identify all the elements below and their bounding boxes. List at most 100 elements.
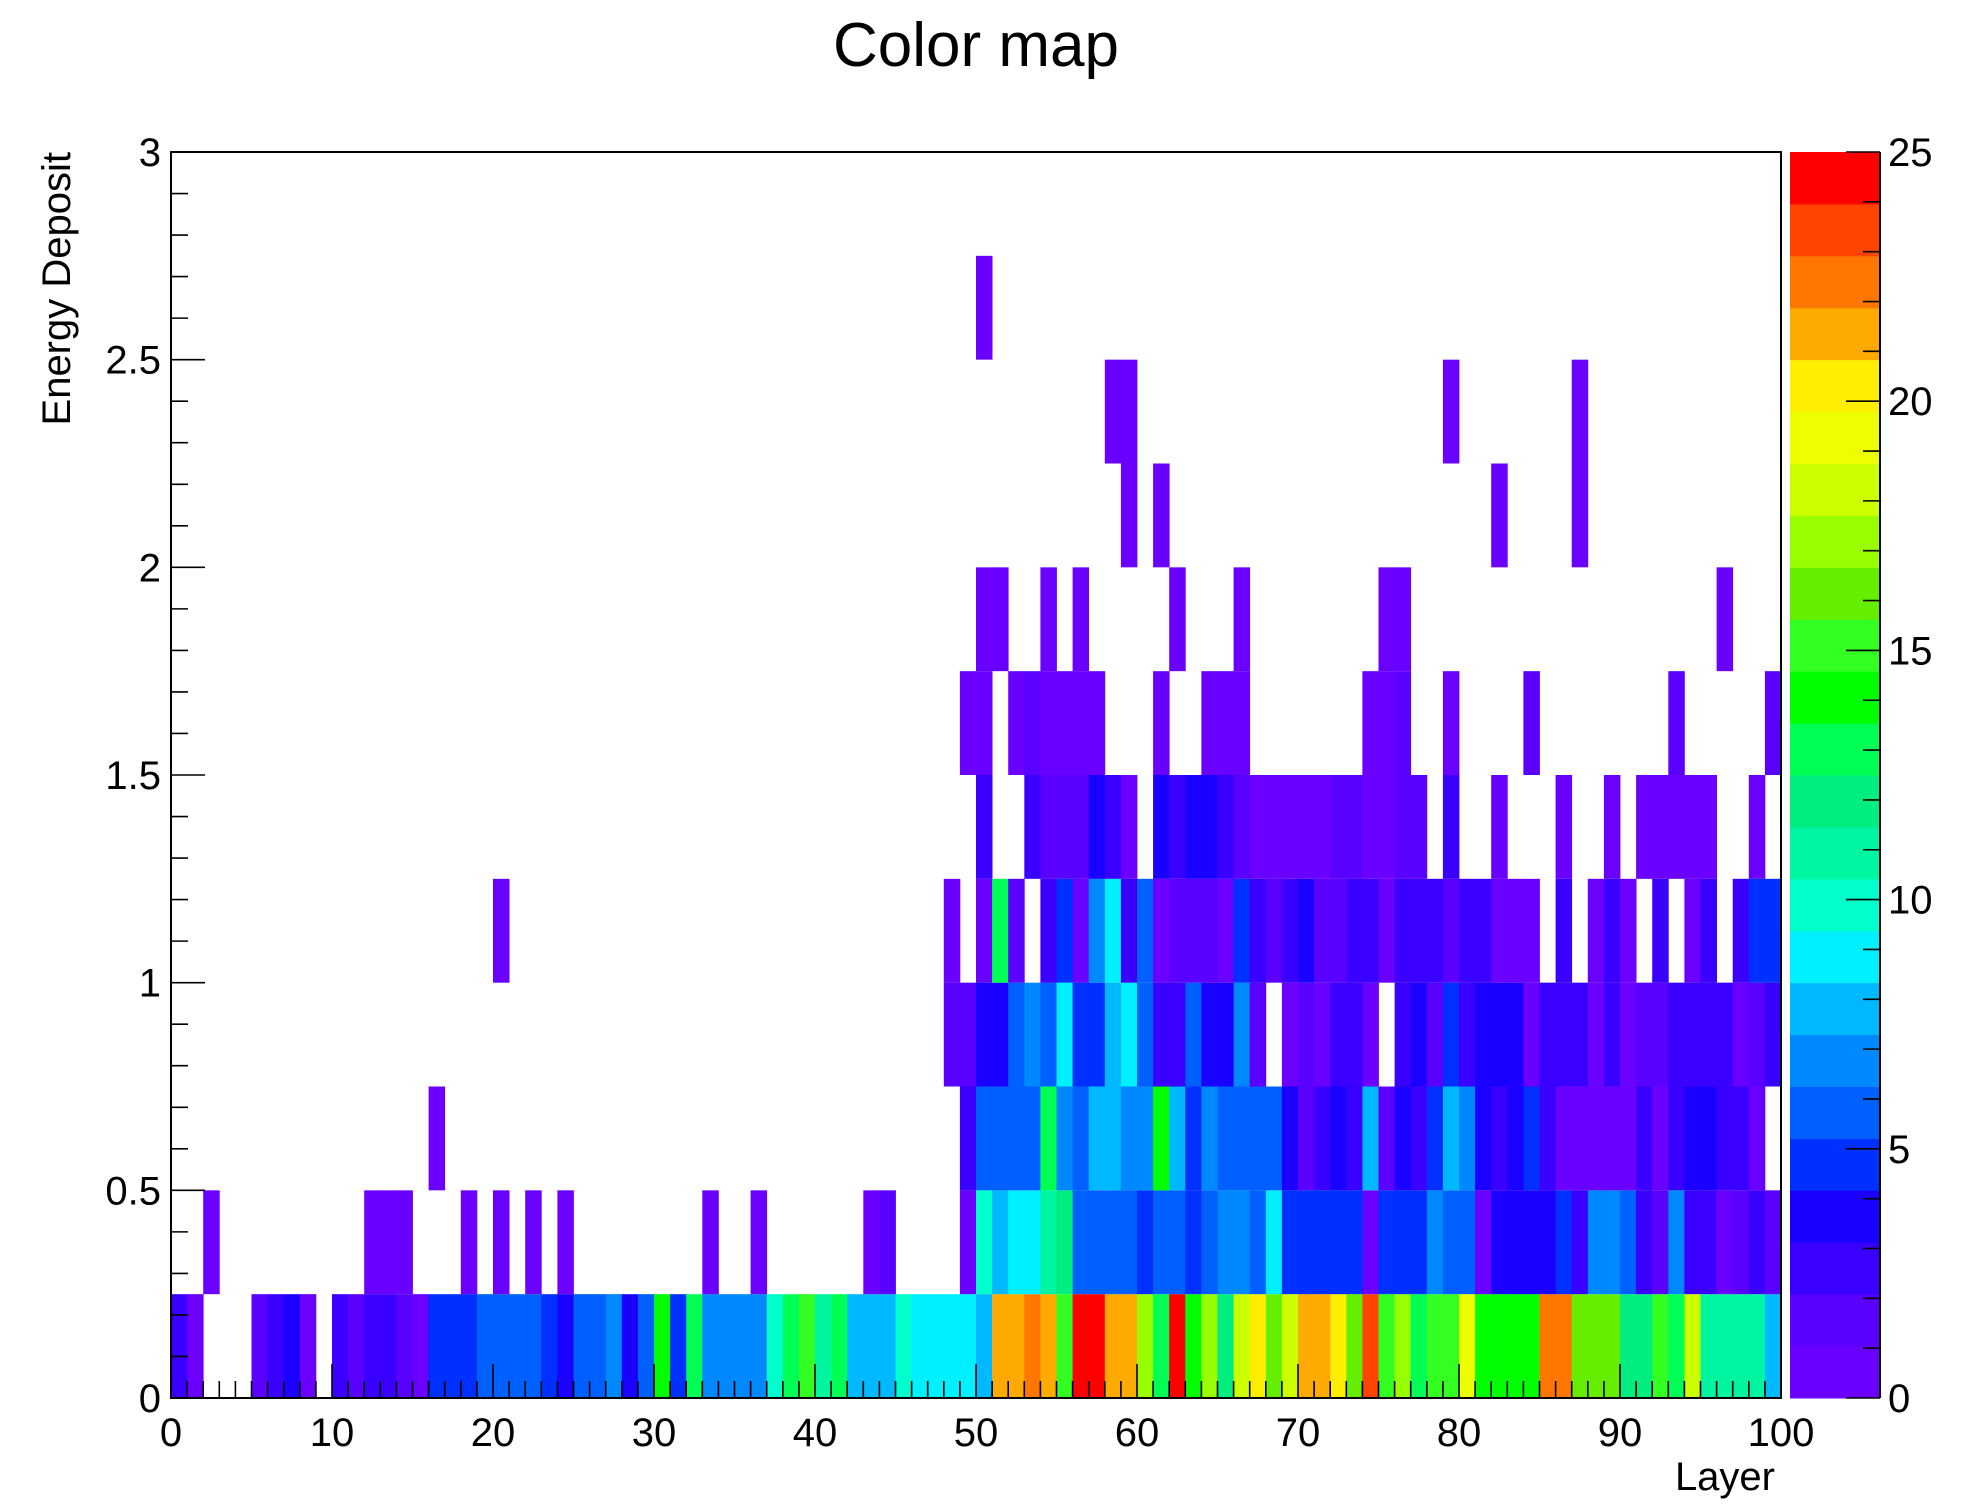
heatmap-cell [1249,1190,1267,1295]
heatmap-cell [1620,878,1637,983]
heatmap-cell [1233,878,1251,983]
heatmap-cell [1523,878,1540,983]
heatmap-cell [1040,1190,1057,1295]
heatmap-cell [1764,1190,1782,1295]
heatmap-cell [1571,359,1589,464]
heatmap-cell [1668,775,1685,879]
heatmap-cell [1459,1190,1476,1295]
heatmap-cell [1507,878,1524,983]
heatmap-cell [1378,1086,1395,1191]
heatmap-cell [1442,1086,1460,1191]
y-tick-label: 0.5 [105,1169,161,1213]
heatmap-cell [1265,775,1283,879]
heatmap-cell [1185,1190,1202,1295]
heatmap-cell [1571,1086,1589,1191]
heatmap-cell [1008,1190,1025,1295]
heatmap-cell [203,1190,220,1295]
heatmap-cell [750,1190,768,1295]
heatmap-cell [1716,1190,1734,1295]
heatmap-cell [1185,878,1202,983]
heatmap-cell [476,1294,494,1398]
x-tick-label: 50 [954,1411,999,1455]
z-tick-label: 10 [1888,879,1933,923]
heatmap-cell [364,1190,381,1295]
heatmap-cell [1072,878,1090,983]
heatmap-cell [992,567,1009,672]
heatmap-cell [493,1190,510,1295]
heatmap-cell [1104,982,1122,1087]
heatmap-cell [1555,1294,1573,1398]
heatmap-cell [1201,775,1218,879]
x-tick-label: 10 [310,1411,355,1455]
x-tick-label: 0 [160,1411,182,1455]
heatmap-cell [1491,1190,1508,1295]
color-scale-segment [1790,982,1880,1036]
heatmap-cell [1217,1086,1234,1191]
heatmap-cell [1072,982,1090,1087]
heatmap-cell [1298,982,1315,1087]
heatmap-cell [605,1294,623,1398]
heatmap-cell [1394,878,1412,983]
y-axis: 0 0.5 1 1.5 2 2.5 3 [105,131,205,1421]
heatmap-cell [171,1294,188,1398]
heatmap-cell [1120,359,1138,464]
heatmap-cell [1314,1294,1331,1398]
heatmap-cell [1024,775,1041,879]
heatmap-cell [1410,1190,1428,1295]
heatmap-cell [1426,1294,1444,1398]
heatmap-cell [1056,775,1073,879]
heatmap-cell [1040,775,1057,879]
z-tick-label: 5 [1888,1128,1910,1172]
heatmap-cell [959,1086,977,1191]
heatmap-cell [1153,1190,1170,1295]
heatmap-cell [1475,982,1492,1087]
heatmap-cell [1298,1294,1315,1398]
heatmap-cell [1378,878,1395,983]
heatmap-cell [1507,1294,1524,1398]
heatmap-cell [1475,1086,1492,1191]
heatmap-cell [1137,1294,1154,1398]
heatmap-cell [1040,878,1057,983]
heatmap-cell [1137,1086,1154,1191]
heatmap-cell [493,1294,510,1398]
heatmap-cell [187,1294,204,1398]
heatmap-cell [1410,775,1428,879]
heatmap-cell [1008,671,1025,775]
heatmap-cell [1072,1294,1090,1398]
heatmap-cell [460,1294,478,1398]
heatmap-cell [525,1294,542,1398]
heatmap-cell [1362,878,1379,983]
heatmap-cell [1088,775,1106,879]
heatmap-cell [1201,1190,1218,1295]
heatmap-cell [1346,775,1363,879]
heatmap-cell [1603,982,1621,1087]
x-tick-label: 80 [1437,1411,1482,1455]
heatmap-cell [1507,1190,1524,1295]
heatmap-cell [927,1294,945,1398]
heatmap-cell [1330,775,1347,879]
heatmap-cell [1668,671,1685,775]
heatmap-cell [1120,1086,1138,1191]
heatmap-cell [637,1294,655,1398]
heatmap-cell [976,567,993,672]
heatmap-cell [1265,1086,1283,1191]
heatmap-cell [911,1294,929,1398]
heatmap-cell [1491,775,1508,879]
heatmap-cell [1249,982,1267,1087]
color-scale-segment [1790,1242,1880,1295]
heatmap-cell [1410,1086,1428,1191]
heatmap-cell [1314,982,1331,1087]
heatmap-cell [1056,1190,1073,1295]
heatmap-cell [1684,775,1701,879]
heatmap-cell [1233,775,1251,879]
heatmap-cell [1442,671,1460,775]
heatmap-cell [1314,1086,1331,1191]
heatmap-cell [1426,1190,1444,1295]
heatmap-cell [1748,878,1766,983]
heatmap-cell [509,1294,526,1398]
heatmap-cell [1523,1294,1540,1398]
heatmap-cell [1426,982,1444,1087]
heatmap-cell [1104,775,1122,879]
heatmap-cell [1603,1190,1621,1295]
